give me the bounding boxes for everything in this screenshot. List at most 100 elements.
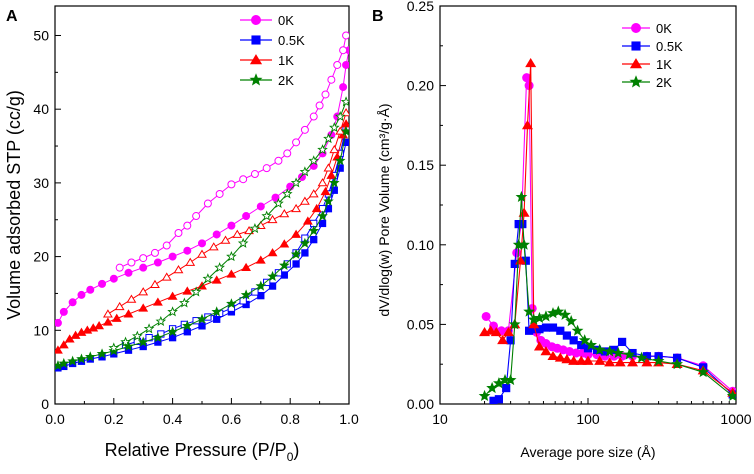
panel-b-series (478, 57, 736, 404)
panel-a-point-2K-adsorption (84, 351, 96, 362)
panel-a-point-1K-adsorption (123, 309, 134, 318)
panel-b-point-1K (594, 355, 606, 365)
panel-a-point-1K-desorption (329, 144, 340, 154)
panel-a-legend-marker-2K (249, 73, 263, 86)
panel-a-point-1K-adsorption (211, 275, 222, 284)
panel-a-point-0K-desorption (309, 112, 318, 121)
panel-a-point-0K-desorption (333, 60, 342, 69)
panel-a-series (55, 31, 349, 372)
panel-b-point-1K (554, 352, 566, 362)
panel-a-point-2K-desorption (179, 297, 190, 308)
panel-a-line-1K-desorption (107, 112, 347, 315)
panel-b-point-2K (523, 305, 535, 317)
panel-b-legend-marker-0K (631, 23, 641, 33)
panel-a-point-0K-desorption (315, 101, 324, 110)
panel-a-ytick-label: 20 (33, 249, 49, 265)
panel-a-point-2K-adsorption (279, 259, 290, 270)
panel-b-ytick-label: 0.25 (407, 0, 434, 14)
panel-a-point-2K-desorption (214, 262, 225, 273)
panel-a-point-2K-adsorption (323, 195, 334, 206)
panel-a-ytick-label: 30 (33, 175, 49, 191)
panel-b-point-0_5K (548, 323, 558, 332)
panel-b-point-1K (614, 357, 626, 367)
panel-a-point-0K-desorption (292, 138, 301, 147)
panel-a-point-2K-desorption (290, 177, 302, 188)
panel-a-point-1K-adsorption (138, 303, 149, 312)
panel-b-point-2K (552, 305, 565, 317)
panel-a-xtick-label: 0.0 (45, 411, 65, 427)
panel-a-point-2K-adsorption (137, 336, 149, 347)
panel-a-point-1K-adsorption (291, 229, 302, 238)
panel-b-xtick-label: 10 (432, 411, 448, 427)
panel-a-xtick-label: 0.6 (222, 411, 242, 427)
panel-a-point-2K-desorption (261, 210, 272, 221)
panel-b-point-1K (575, 355, 587, 365)
panel-a-point-2K-adsorption (196, 313, 208, 324)
panel-a-point-0K-adsorption (98, 279, 107, 288)
panel-b: B 10 100 1000 0.00 0.05 0.10 0.15 0.20 0.25 Aver… (372, 0, 752, 460)
panel-b-point-0K (512, 248, 522, 258)
panel-a-point-0_5K-adsorption (330, 186, 338, 194)
panel-b-point-0K (481, 311, 491, 321)
panel-b-legend-marker-1K (629, 58, 643, 69)
panel-a-point-0K-desorption (250, 170, 259, 179)
panel-a-point-0K-desorption (227, 180, 236, 189)
panel-b-point-1K (533, 341, 545, 351)
panel-a-label: A (6, 8, 18, 25)
panel-a-point-2K-adsorption (182, 320, 193, 331)
panel-a-point-2K-desorption (273, 197, 284, 209)
panel-a-point-1K-adsorption (241, 262, 252, 272)
panel-a-point-1K-desorption (138, 287, 149, 296)
panel-a-point-2K-desorption (190, 286, 202, 297)
panel-a-point-0_5K-adsorption (183, 328, 191, 336)
panel-a-point-2K-desorption (120, 336, 131, 347)
panel-a-point-1K-adsorption (152, 297, 163, 306)
panel-a-point-2K-desorption (299, 166, 311, 177)
panel-b-legend-label-1K: 1K (656, 57, 672, 72)
panel-a-point-0K-desorption (342, 31, 349, 40)
panel-a-point-2K-adsorption (240, 289, 252, 300)
panel-a-point-1K-adsorption (320, 186, 331, 196)
panel-a-point-0K-adsorption (342, 60, 349, 69)
panel-a-point-1K-desorption (267, 214, 278, 224)
panel-a-legend-marker-0K (251, 15, 261, 25)
panel-a-point-0K-adsorption (139, 263, 148, 272)
panel-a-point-2K-adsorption (96, 348, 108, 359)
panel-b-point-1K (604, 357, 616, 367)
panel-b-point-0_5K (506, 336, 515, 345)
panel-a-point-0K-desorption (300, 125, 309, 134)
panel-b-point-2K (478, 389, 491, 402)
panel-a-point-1K-adsorption (102, 317, 113, 326)
panel-b-point-0_5K (556, 326, 565, 335)
panel-a-point-0K-adsorption (86, 285, 95, 294)
panel-a-xlabel-sub: 0 (287, 450, 294, 464)
panel-a-point-0K-desorption (239, 175, 248, 184)
panel-a-point-0_5K-adsorption (336, 164, 344, 172)
panel-a-point-2K-adsorption (55, 360, 64, 371)
panel-b-ylabel: dV/dlog(w) Pore Volume (cm³/g·Å) (376, 103, 392, 316)
panel-a-xlabel-main: Relative Pressure (P/P (105, 440, 287, 460)
panel-b-point-2K (515, 190, 528, 203)
panel-a-point-0_5K-adsorption (213, 315, 221, 323)
panel-a-point-0K-desorption (162, 241, 171, 250)
panel-b-point-2K (652, 354, 665, 367)
panel-a-point-0K-adsorption (212, 230, 221, 239)
panel-a-point-2K-adsorption (290, 248, 302, 259)
panel-b-legend-label-2K: 2K (656, 75, 672, 90)
panel-a-point-0K-desorption (327, 75, 336, 84)
panel-a-point-2K-desorption (155, 315, 167, 326)
panel-b-point-2K (518, 238, 530, 250)
panel-b-point-1K (561, 354, 573, 364)
panel-b-point-2K (726, 389, 736, 402)
panel-a-point-2K-adsorption (308, 225, 320, 236)
panel-a-point-1K-desorption (114, 301, 125, 311)
panel-a-ylabel: Volume adsorbed STP (cc/g) (4, 90, 24, 320)
panel-a-point-0K-desorption (127, 258, 136, 267)
panel-a-point-2K-desorption (132, 330, 143, 341)
panel-a-point-2K-desorption (167, 306, 178, 317)
panel-a-point-2K-adsorption (329, 177, 340, 188)
panel-b-point-1K (490, 326, 502, 337)
panel-a-point-0_5K-adsorption (301, 249, 309, 257)
panel-b-point-0_5K (502, 383, 511, 393)
